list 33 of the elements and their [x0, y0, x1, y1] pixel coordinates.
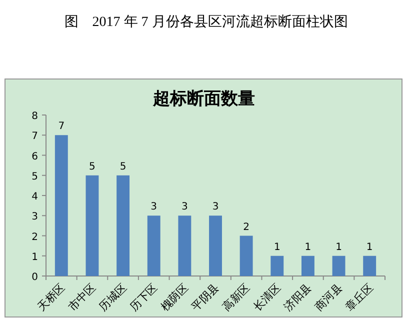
data-label: 2	[243, 222, 250, 233]
data-label: 5	[120, 161, 126, 172]
y-tick-label: 2	[32, 232, 38, 243]
chart-title: 图 2017 年 7 月份各县区河流超标断面柱状图	[64, 14, 348, 30]
data-label: 3	[150, 202, 158, 213]
y-tick-label: 5	[32, 171, 38, 182]
x-tick-label: 天桥区	[36, 282, 68, 314]
x-tick-label: 济阳县	[282, 280, 314, 314]
data-label: 7	[58, 121, 65, 132]
data-label: 5	[89, 161, 96, 172]
x-tick-label: 长清区	[250, 280, 284, 314]
y-tick-label: 6	[32, 151, 38, 162]
x-tick-label: 高新区	[220, 280, 252, 314]
y-tick-label: 4	[32, 192, 38, 202]
data-label: 3	[181, 202, 188, 213]
x-tick-label: 平阴县	[190, 282, 222, 314]
x-tick-label: 章丘区	[343, 280, 376, 314]
x-tick-label: 历下区	[128, 282, 160, 314]
data-label: 1	[274, 242, 280, 253]
y-tick-label: 3	[32, 212, 38, 223]
x-tick-label: 市中区	[66, 280, 98, 314]
y-tick-label: 8	[32, 111, 38, 122]
x-tick-label: 商河县	[312, 280, 345, 314]
y-tick-label: 7	[32, 131, 38, 142]
y-tick-label: 1	[32, 252, 38, 263]
x-tick-label: 历城区	[96, 280, 130, 314]
chart-subtitle: 超标断面数量	[152, 89, 255, 109]
data-label: 1	[366, 242, 373, 253]
y-tick-label: 0	[32, 272, 38, 283]
data-label: 1	[336, 242, 342, 253]
x-tick-label: 槐荫区	[158, 280, 191, 314]
data-label: 3	[212, 202, 219, 213]
data-label: 1	[304, 242, 312, 253]
